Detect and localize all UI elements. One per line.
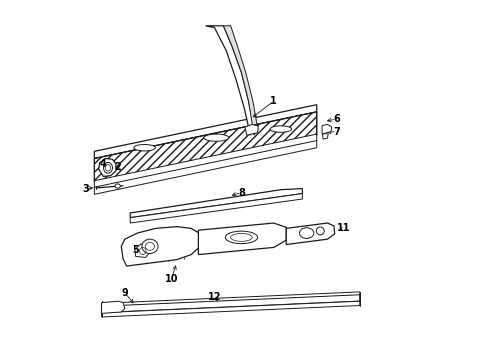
Text: 5: 5 [132,245,139,255]
Polygon shape [101,292,360,306]
Polygon shape [322,134,328,139]
Polygon shape [95,140,317,194]
Text: 7: 7 [333,127,340,136]
Polygon shape [205,26,254,135]
Polygon shape [122,226,200,266]
Ellipse shape [225,231,258,244]
Polygon shape [135,244,149,257]
Polygon shape [286,223,335,244]
Polygon shape [198,223,286,255]
Polygon shape [98,158,116,176]
Text: 10: 10 [165,274,178,284]
Polygon shape [101,294,360,313]
Text: 2: 2 [114,162,121,172]
Text: 6: 6 [333,114,340,124]
Polygon shape [130,194,302,223]
Polygon shape [322,125,332,134]
Ellipse shape [299,228,314,238]
Polygon shape [223,26,258,135]
Polygon shape [95,134,317,188]
Polygon shape [101,301,125,314]
Polygon shape [130,189,302,218]
Ellipse shape [142,239,158,253]
Text: 8: 8 [238,188,245,198]
Text: 1: 1 [270,96,277,106]
Text: 12: 12 [208,292,221,302]
Ellipse shape [115,184,121,188]
Ellipse shape [204,134,229,141]
Text: 9: 9 [122,288,128,298]
Polygon shape [95,105,317,158]
Ellipse shape [103,162,113,173]
Polygon shape [95,112,317,182]
Ellipse shape [317,227,324,235]
Polygon shape [245,125,258,135]
Text: 4: 4 [100,159,107,169]
Polygon shape [101,301,360,317]
Ellipse shape [270,126,292,132]
Ellipse shape [134,144,155,151]
Text: 11: 11 [337,224,350,233]
Text: 3: 3 [82,184,89,194]
